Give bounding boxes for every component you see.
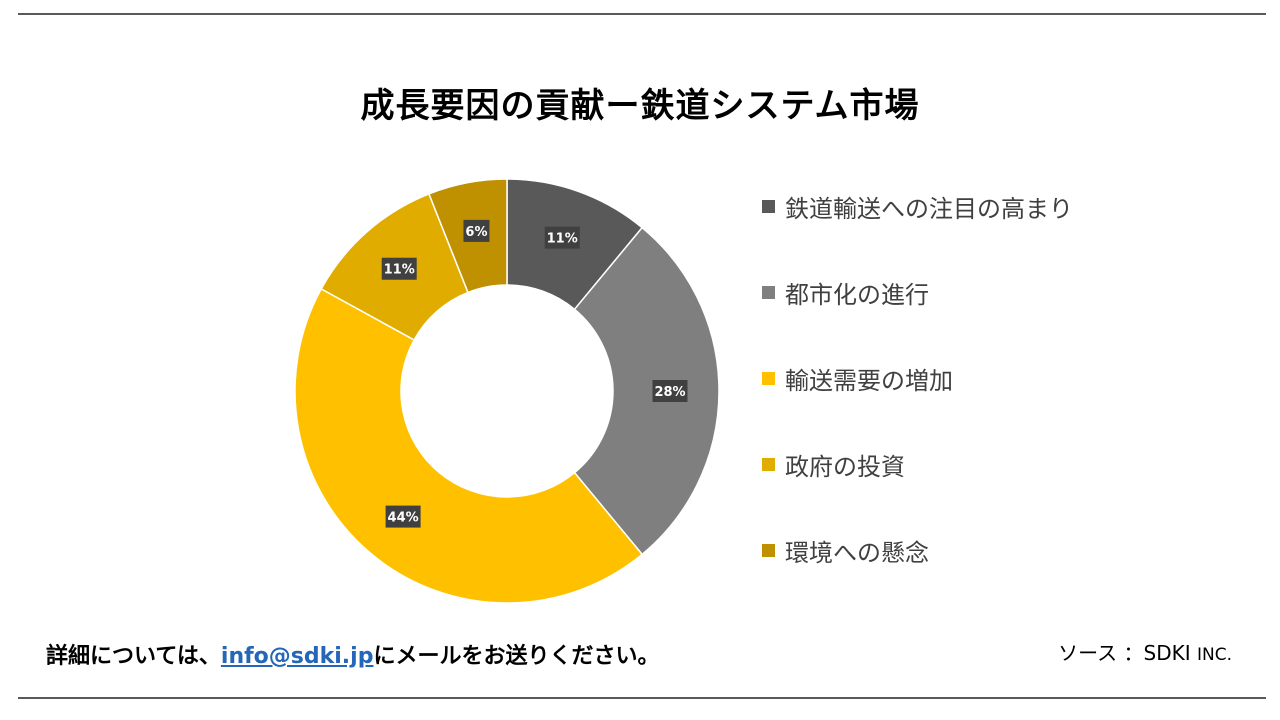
data-label-text-4: 11%	[384, 263, 415, 278]
data-label-4: 11%	[381, 257, 417, 280]
donut-slice-3	[294, 287, 644, 604]
contact-email-link[interactable]: info@sdki.jp	[220, 644, 374, 669]
donut-slice-2	[573, 226, 720, 556]
legend-item-4: 政府の投資	[762, 444, 905, 484]
legend-label-1: 鉄道輸送への注目の高まり	[785, 194, 1073, 223]
legend-swatch-3	[762, 371, 775, 385]
data-label-box-5	[463, 219, 490, 242]
legend-label-3: 輸送需要の増加	[785, 366, 953, 395]
legend-item-5: 環境への懸念	[762, 530, 929, 570]
source-label: ソース ：SDKI	[1058, 641, 1191, 665]
legend-swatch-2	[762, 285, 775, 299]
data-label-text-1: 11%	[547, 232, 578, 247]
data-label-text-2: 28%	[654, 385, 685, 400]
data-label-2: 28%	[652, 380, 688, 402]
legend-swatch-1	[762, 199, 775, 213]
data-label-box-2	[652, 380, 688, 402]
data-label-3: 44%	[385, 505, 421, 528]
contact-note: 詳細については、info@sdki.jpにメールをお送りください。	[46, 638, 659, 670]
legend-item-2: 都市化の進行	[762, 272, 929, 312]
chart-title: 成長要因の貢献ー鉄道システム市場	[360, 86, 920, 126]
data-label-text-5: 6%	[465, 225, 487, 240]
data-label-box-3	[385, 505, 421, 528]
legend-swatch-4	[762, 457, 775, 471]
contact-prefix: 詳細については、	[46, 644, 221, 669]
legend-item-3: 輸送需要の増加	[762, 358, 953, 398]
legend-label-2: 都市化の進行	[785, 280, 929, 309]
source-note: ソース ：SDKI INC.	[1058, 637, 1232, 666]
data-label-1: 11%	[544, 226, 580, 249]
legend-item-1: 鉄道輸送への注目の高まり	[762, 186, 1073, 226]
legend-label-4: 政府の投資	[785, 452, 905, 481]
data-label-box-4	[381, 257, 417, 280]
legend-label-5: 環境への懸念	[785, 538, 929, 567]
source-inc: INC.	[1196, 645, 1232, 665]
data-label-box-1	[544, 226, 580, 249]
data-label-text-3: 44%	[388, 511, 419, 526]
legend-swatch-5	[762, 543, 775, 557]
bottom-divider	[18, 697, 1266, 699]
contact-suffix: にメールをお送りください。	[373, 644, 660, 669]
top-divider	[18, 13, 1266, 15]
data-label-5: 6%	[463, 219, 490, 242]
